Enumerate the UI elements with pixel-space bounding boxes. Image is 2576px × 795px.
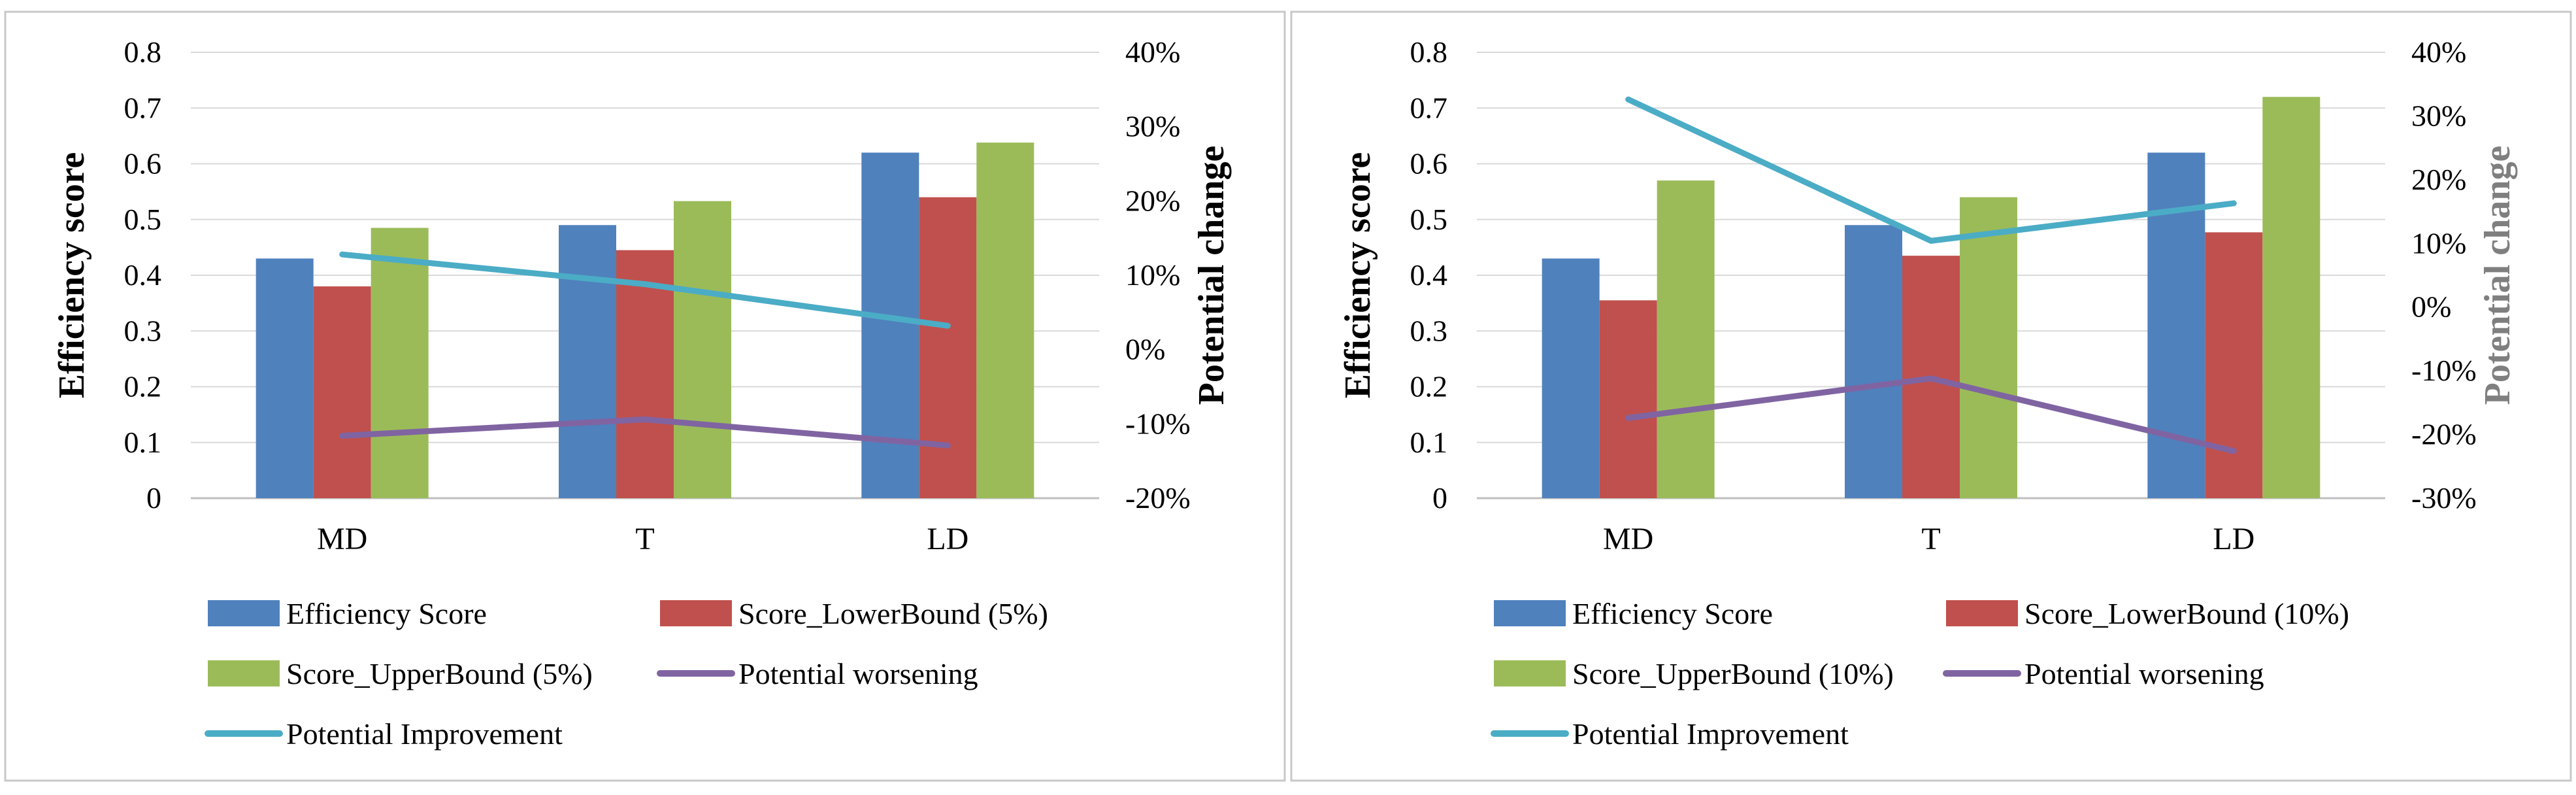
legend-label: Score_LowerBound (5%) (738, 597, 1048, 630)
y-tick-label: 0.1 (1410, 426, 1448, 459)
y-tick-label: 0 (146, 481, 161, 515)
legend-swatch (1946, 600, 2018, 626)
legend-label: Potential worsening (2024, 657, 2264, 690)
legend-swatch (208, 660, 280, 686)
series-line (1625, 375, 2237, 454)
bar (313, 286, 371, 498)
y-tick-label: 0.7 (1410, 91, 1448, 124)
y2-tick-label: 10% (2411, 226, 2466, 260)
series-line (339, 416, 951, 448)
legend-label: Score_UpperBound (10%) (1572, 657, 1894, 690)
legend-label: Score_LowerBound (10%) (2024, 597, 2349, 630)
y2-tick-label: -20% (1125, 481, 1191, 515)
y-tick-label: 0.3 (1410, 314, 1448, 347)
series-line (339, 251, 951, 329)
y2-tick-label: 20% (1125, 184, 1180, 217)
bar (1845, 225, 1902, 498)
bar (559, 225, 616, 498)
y-tick-label: 0.4 (1410, 258, 1448, 292)
chart-panel-right: 0 0.1 0.2 0.3 0.4 0.5 0.6 0.7 0.8 -30% -20% -10% 0% 1… (1338, 35, 2518, 751)
legend-label: Potential Improvement (286, 717, 563, 751)
y2-tick-label: 40% (1125, 35, 1180, 69)
y2-tick-label: 40% (2411, 35, 2466, 69)
bar (371, 228, 429, 498)
bar (2262, 97, 2320, 498)
x-tick-label: T (635, 522, 654, 556)
y-tick-label: 0.3 (124, 314, 162, 347)
y2-tick-label: -20% (2411, 418, 2477, 451)
bar (1657, 180, 1715, 498)
y2-axis-title: Potential change (2477, 146, 2518, 405)
x-tick-label: MD (1603, 522, 1653, 556)
bar (2205, 232, 2263, 498)
y2-tick-label: 30% (2411, 99, 2466, 132)
y-axis-title: Efficiency score (52, 152, 92, 399)
y-tick-label: 0.4 (124, 258, 162, 292)
bar (1599, 300, 1657, 498)
legend-label: Efficiency Score (1572, 597, 1773, 630)
bar (674, 201, 731, 498)
legend-swatch (1494, 660, 1566, 686)
x-tick-label: MD (317, 522, 367, 556)
bar (2147, 152, 2205, 498)
bar (919, 197, 977, 498)
y-tick-label: 0.6 (1410, 147, 1448, 180)
legend-label: Efficiency Score (286, 597, 487, 630)
legend-swatch (1494, 600, 1566, 626)
y2-tick-label: 0% (1125, 333, 1165, 366)
series-line (1625, 96, 2237, 244)
y-tick-label: 0.6 (124, 147, 162, 180)
y-tick-label: 0.1 (124, 426, 162, 459)
y2-tick-label: -10% (1125, 407, 1191, 440)
y2-tick-label: -10% (2411, 354, 2477, 387)
legend-label: Potential worsening (738, 657, 978, 690)
y-tick-label: 0.8 (1410, 35, 1448, 69)
bar (1542, 258, 1600, 498)
chart-panel-left: 0 0.1 0.2 0.3 0.4 0.5 0.6 0.7 0.8 -20% -10% 0% 10% 20… (52, 35, 1232, 751)
y-tick-label: 0.7 (124, 91, 162, 124)
y2-axis-title: Potential change (1191, 146, 1232, 405)
legend-swatch (208, 600, 280, 626)
y2-tick-label: -30% (2411, 481, 2477, 515)
x-tick-label: LD (927, 522, 968, 556)
legend-swatch (660, 600, 732, 626)
y-tick-label: 0.5 (124, 203, 162, 236)
y-tick-label: 0.8 (124, 35, 162, 69)
y-tick-label: 0.2 (124, 370, 162, 403)
legend-label: Score_UpperBound (5%) (286, 657, 593, 690)
y-tick-label: 0.5 (1410, 203, 1448, 236)
y-tick-label: 0.2 (1410, 370, 1448, 403)
bar (616, 250, 674, 498)
bar (1960, 197, 2017, 498)
x-tick-label: LD (2213, 522, 2254, 556)
bar (256, 258, 314, 498)
y2-tick-label: 20% (2411, 163, 2466, 196)
y2-tick-label: 30% (1125, 110, 1180, 143)
y2-tick-label: 10% (1125, 258, 1180, 292)
y2-tick-label: 0% (2411, 290, 2451, 324)
y-axis-title: Efficiency score (1338, 152, 1378, 399)
legend-label: Potential Improvement (1572, 717, 1849, 751)
bar (861, 152, 919, 498)
x-tick-label: T (1921, 522, 1940, 556)
bar (976, 143, 1034, 499)
y-tick-label: 0 (1432, 481, 1447, 515)
